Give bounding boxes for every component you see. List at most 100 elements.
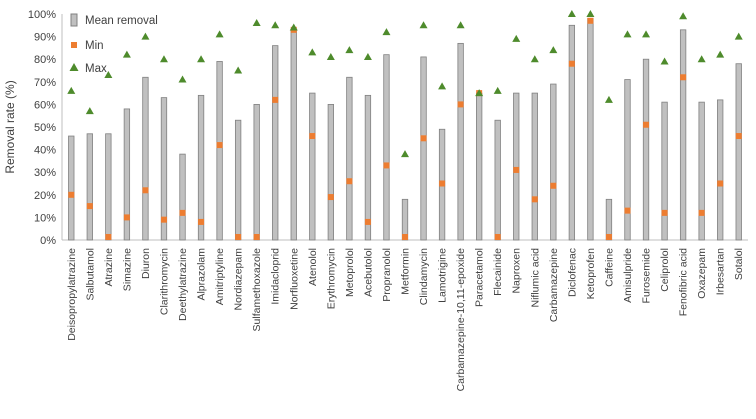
min-marker — [661, 209, 668, 216]
max-marker — [419, 21, 428, 29]
mean-removal-bar — [605, 198, 613, 241]
min-marker — [568, 60, 575, 67]
x-tick-label: Diuron — [140, 248, 152, 279]
max-marker — [567, 10, 576, 17]
x-tick-label: Salbutamol — [84, 248, 96, 301]
x-tick-label: Caffeine — [603, 248, 615, 287]
min-marker — [383, 162, 390, 169]
mean-removal-bar — [272, 45, 279, 241]
min-marker — [123, 214, 130, 221]
y-tick-label: 40% — [34, 145, 56, 157]
max-marker — [252, 19, 261, 27]
max-marker — [382, 28, 391, 36]
max-marker — [697, 55, 706, 63]
x-tick-label: Simazine — [121, 248, 133, 291]
min-marker — [457, 101, 464, 108]
mean-removal-bar — [642, 58, 650, 241]
x-tick-label: Metformin — [400, 248, 412, 295]
x-tick-label: Clarithromycin — [158, 248, 170, 315]
max-marker — [345, 46, 354, 54]
mean-removal-bar — [327, 104, 334, 241]
x-tick-label: Paracetamol — [474, 248, 486, 307]
x-tick-label: Propranolol — [381, 248, 393, 302]
max-marker — [642, 30, 651, 38]
x-tick-label: Nordiazepam — [233, 248, 245, 311]
y-tick-label: 0% — [40, 235, 56, 247]
y-tick-label: 90% — [34, 32, 56, 44]
max-marker — [104, 71, 113, 79]
mean-removal-bar — [383, 54, 390, 241]
x-tick-label: Clindamycin — [418, 248, 430, 305]
mean-removal-bar — [346, 76, 353, 241]
min-marker — [587, 17, 594, 24]
max-marker — [234, 66, 243, 74]
mean-removal-bar — [309, 92, 316, 241]
min-marker — [105, 234, 112, 240]
max-marker — [493, 86, 502, 94]
x-tick-label: Amitriptyline — [214, 248, 226, 305]
max-marker — [734, 32, 743, 40]
max-marker — [289, 23, 298, 31]
x-tick-label: Oxazepam — [696, 248, 708, 299]
mean-removal-bar — [698, 101, 705, 241]
mean-removal-bar — [234, 119, 242, 241]
mean-removal-bar — [476, 92, 483, 241]
x-tick-label: Ketoprofen — [585, 248, 597, 300]
min-marker — [253, 234, 260, 240]
max-marker — [363, 52, 372, 60]
max-marker — [623, 30, 632, 38]
min-marker — [364, 218, 371, 225]
mean-removal-bar — [142, 76, 149, 241]
min-marker — [531, 196, 538, 203]
x-tick-label: Acebutolol — [362, 248, 374, 297]
max-marker — [197, 55, 206, 63]
min-marker — [327, 194, 334, 201]
mean-removal-bar — [513, 92, 520, 241]
mean-removal-bar — [717, 99, 724, 241]
y-tick-label: 50% — [34, 122, 56, 134]
max-marker — [271, 21, 280, 29]
mean-removal-bar — [679, 29, 687, 241]
min-marker — [735, 133, 742, 140]
max-marker — [456, 21, 465, 29]
x-tick-label: Imidacloprid — [270, 248, 282, 305]
min-marker — [420, 135, 427, 142]
min-marker — [717, 180, 724, 187]
mean-removal-bar — [587, 18, 594, 241]
x-tick-label: Atenolol — [307, 248, 319, 286]
min-marker — [142, 187, 149, 194]
y-tick-label: 80% — [34, 54, 56, 66]
min-marker — [698, 209, 705, 216]
min-marker — [494, 234, 501, 240]
max-marker — [141, 32, 150, 40]
y-tick-label: 100% — [28, 9, 56, 21]
mean-removal-bar — [735, 63, 742, 241]
x-axis: Deisopropylatrazine Salbutamol Atrazine Sim… — [62, 239, 748, 392]
y-tick-label: 10% — [34, 212, 56, 224]
min-marker — [86, 203, 93, 210]
x-tick-label: Deethylatrazine — [177, 248, 189, 321]
min-marker — [605, 234, 612, 240]
legend-label-max: Max — [85, 63, 107, 75]
x-tick-label: Carbamazepine-10,11-epoxide — [455, 248, 467, 392]
mean-removal-bar — [123, 108, 131, 241]
x-tick-label: Metoprolol — [344, 248, 356, 297]
mean-removal-bar — [494, 119, 501, 241]
min-marker — [272, 96, 279, 103]
x-tick-label: Celiprolol — [659, 248, 671, 292]
min-marker — [402, 234, 408, 240]
legend-label-mean: Mean removal — [85, 15, 158, 27]
y-axis: 0% 10% 20% 30% 40% 50% 60% 70% 80% 90% 100% — [28, 9, 63, 247]
min-marker — [643, 121, 650, 128]
mean-removal-bar — [568, 24, 576, 241]
x-tick-label: Amisulpride — [622, 248, 634, 303]
max-marker — [401, 150, 409, 158]
max-marker — [512, 34, 521, 42]
max-marker — [215, 30, 224, 38]
x-tick-label: Carbamazepine — [548, 248, 560, 322]
mean-removal-bar — [290, 29, 297, 241]
mean-removal-bar — [550, 83, 557, 241]
max-marker — [122, 50, 131, 58]
mean-removal-bars — [68, 18, 742, 241]
